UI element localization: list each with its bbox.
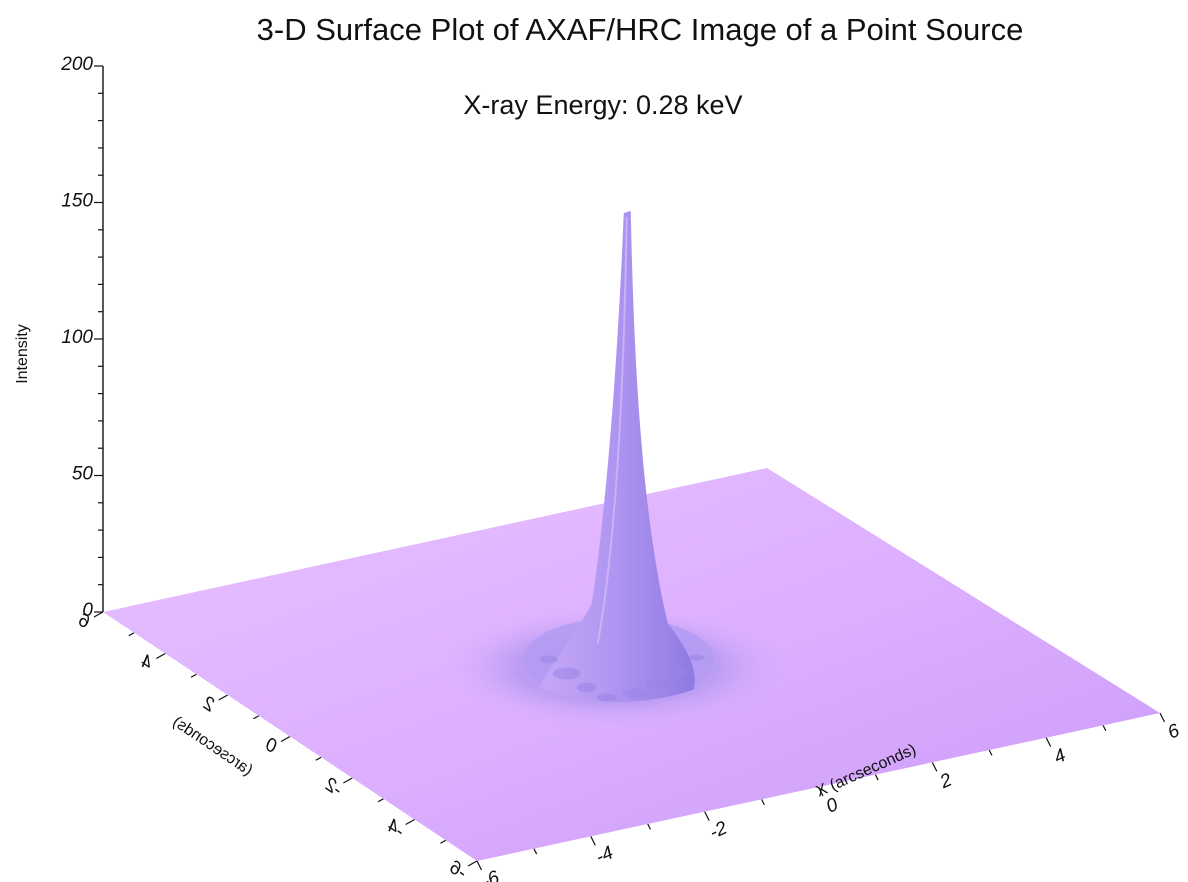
y-tick-label: -2 — [320, 774, 346, 801]
peak-base-speckle — [622, 688, 651, 699]
peak-highlight — [596, 217, 628, 644]
peak-base-speckle — [596, 693, 617, 702]
y-axis-tick — [343, 777, 353, 784]
x-axis-tick — [988, 749, 993, 756]
peak-base-speckle — [668, 667, 689, 676]
x-axis-tick — [1159, 712, 1166, 723]
x-axis-tick — [931, 762, 938, 772]
z-tick-label: 50 — [72, 464, 94, 485]
z-axis: 0 50 100 150 200 — [60, 54, 104, 621]
x-axis-tick — [590, 836, 596, 846]
y-axis-tick — [405, 818, 415, 826]
x-tick-label: 2 — [936, 769, 956, 793]
x-axis-tick — [704, 811, 710, 821]
x-axis-tick — [476, 860, 483, 871]
y-axis-tick — [377, 798, 384, 803]
z-tick-label: 200 — [60, 54, 93, 75]
y-axis-tick — [280, 735, 291, 743]
chart-subtitle: X-ray Energy: 0.28 keV — [463, 90, 742, 120]
y-axis-tick — [218, 694, 228, 701]
x-tick-label: 4 — [1051, 745, 1069, 768]
y-axis-tick — [315, 756, 322, 761]
y-axis-tick — [190, 673, 197, 678]
y-tick-label: -4 — [383, 816, 409, 843]
peak-base-speckle — [576, 682, 597, 693]
y-axis-tick — [128, 632, 135, 637]
y-axis-tick — [156, 652, 166, 660]
y-axis-tick — [467, 860, 478, 867]
chart-title: 3-D Surface Plot of AXAF/HRC Image of a … — [257, 12, 1024, 47]
z-tick-label: 0 — [82, 600, 93, 621]
x-tick-label: -6 — [479, 867, 503, 882]
x-axis-tick — [1045, 737, 1052, 747]
y-tick-label: 2 — [198, 693, 220, 717]
x-axis-tick — [817, 786, 824, 797]
x-tick-label: -4 — [593, 842, 617, 868]
peak-base-speckle — [539, 655, 558, 664]
peak-base-speckle — [552, 667, 581, 680]
y-axis-tick — [440, 839, 447, 844]
z-tick-label: 100 — [61, 327, 93, 348]
x-axis-tick — [647, 823, 651, 830]
x-axis-tick — [1102, 725, 1107, 732]
y-axis-tick — [93, 611, 104, 618]
x-axis-tick — [761, 799, 765, 806]
x-tick-label: -2 — [706, 817, 730, 843]
y-tick-label: 0 — [260, 734, 281, 758]
y-tick-label: 4 — [136, 651, 157, 674]
y-tick-label: 6 — [73, 610, 94, 634]
surface-peak-group — [446, 211, 787, 728]
peak-base-speckle — [688, 654, 705, 661]
z-tick-label: 150 — [61, 191, 93, 212]
z-axis-label: Intensity — [14, 324, 31, 384]
y-axis-label: (arcseconds) — [169, 713, 255, 779]
y-tick-label: -6 — [445, 857, 471, 882]
peak-base-speckle — [644, 680, 669, 691]
x-axis-tick — [874, 774, 879, 781]
x-axis-tick — [533, 848, 538, 855]
x-tick-label: 6 — [1165, 720, 1184, 744]
y-axis-tick — [253, 715, 260, 720]
